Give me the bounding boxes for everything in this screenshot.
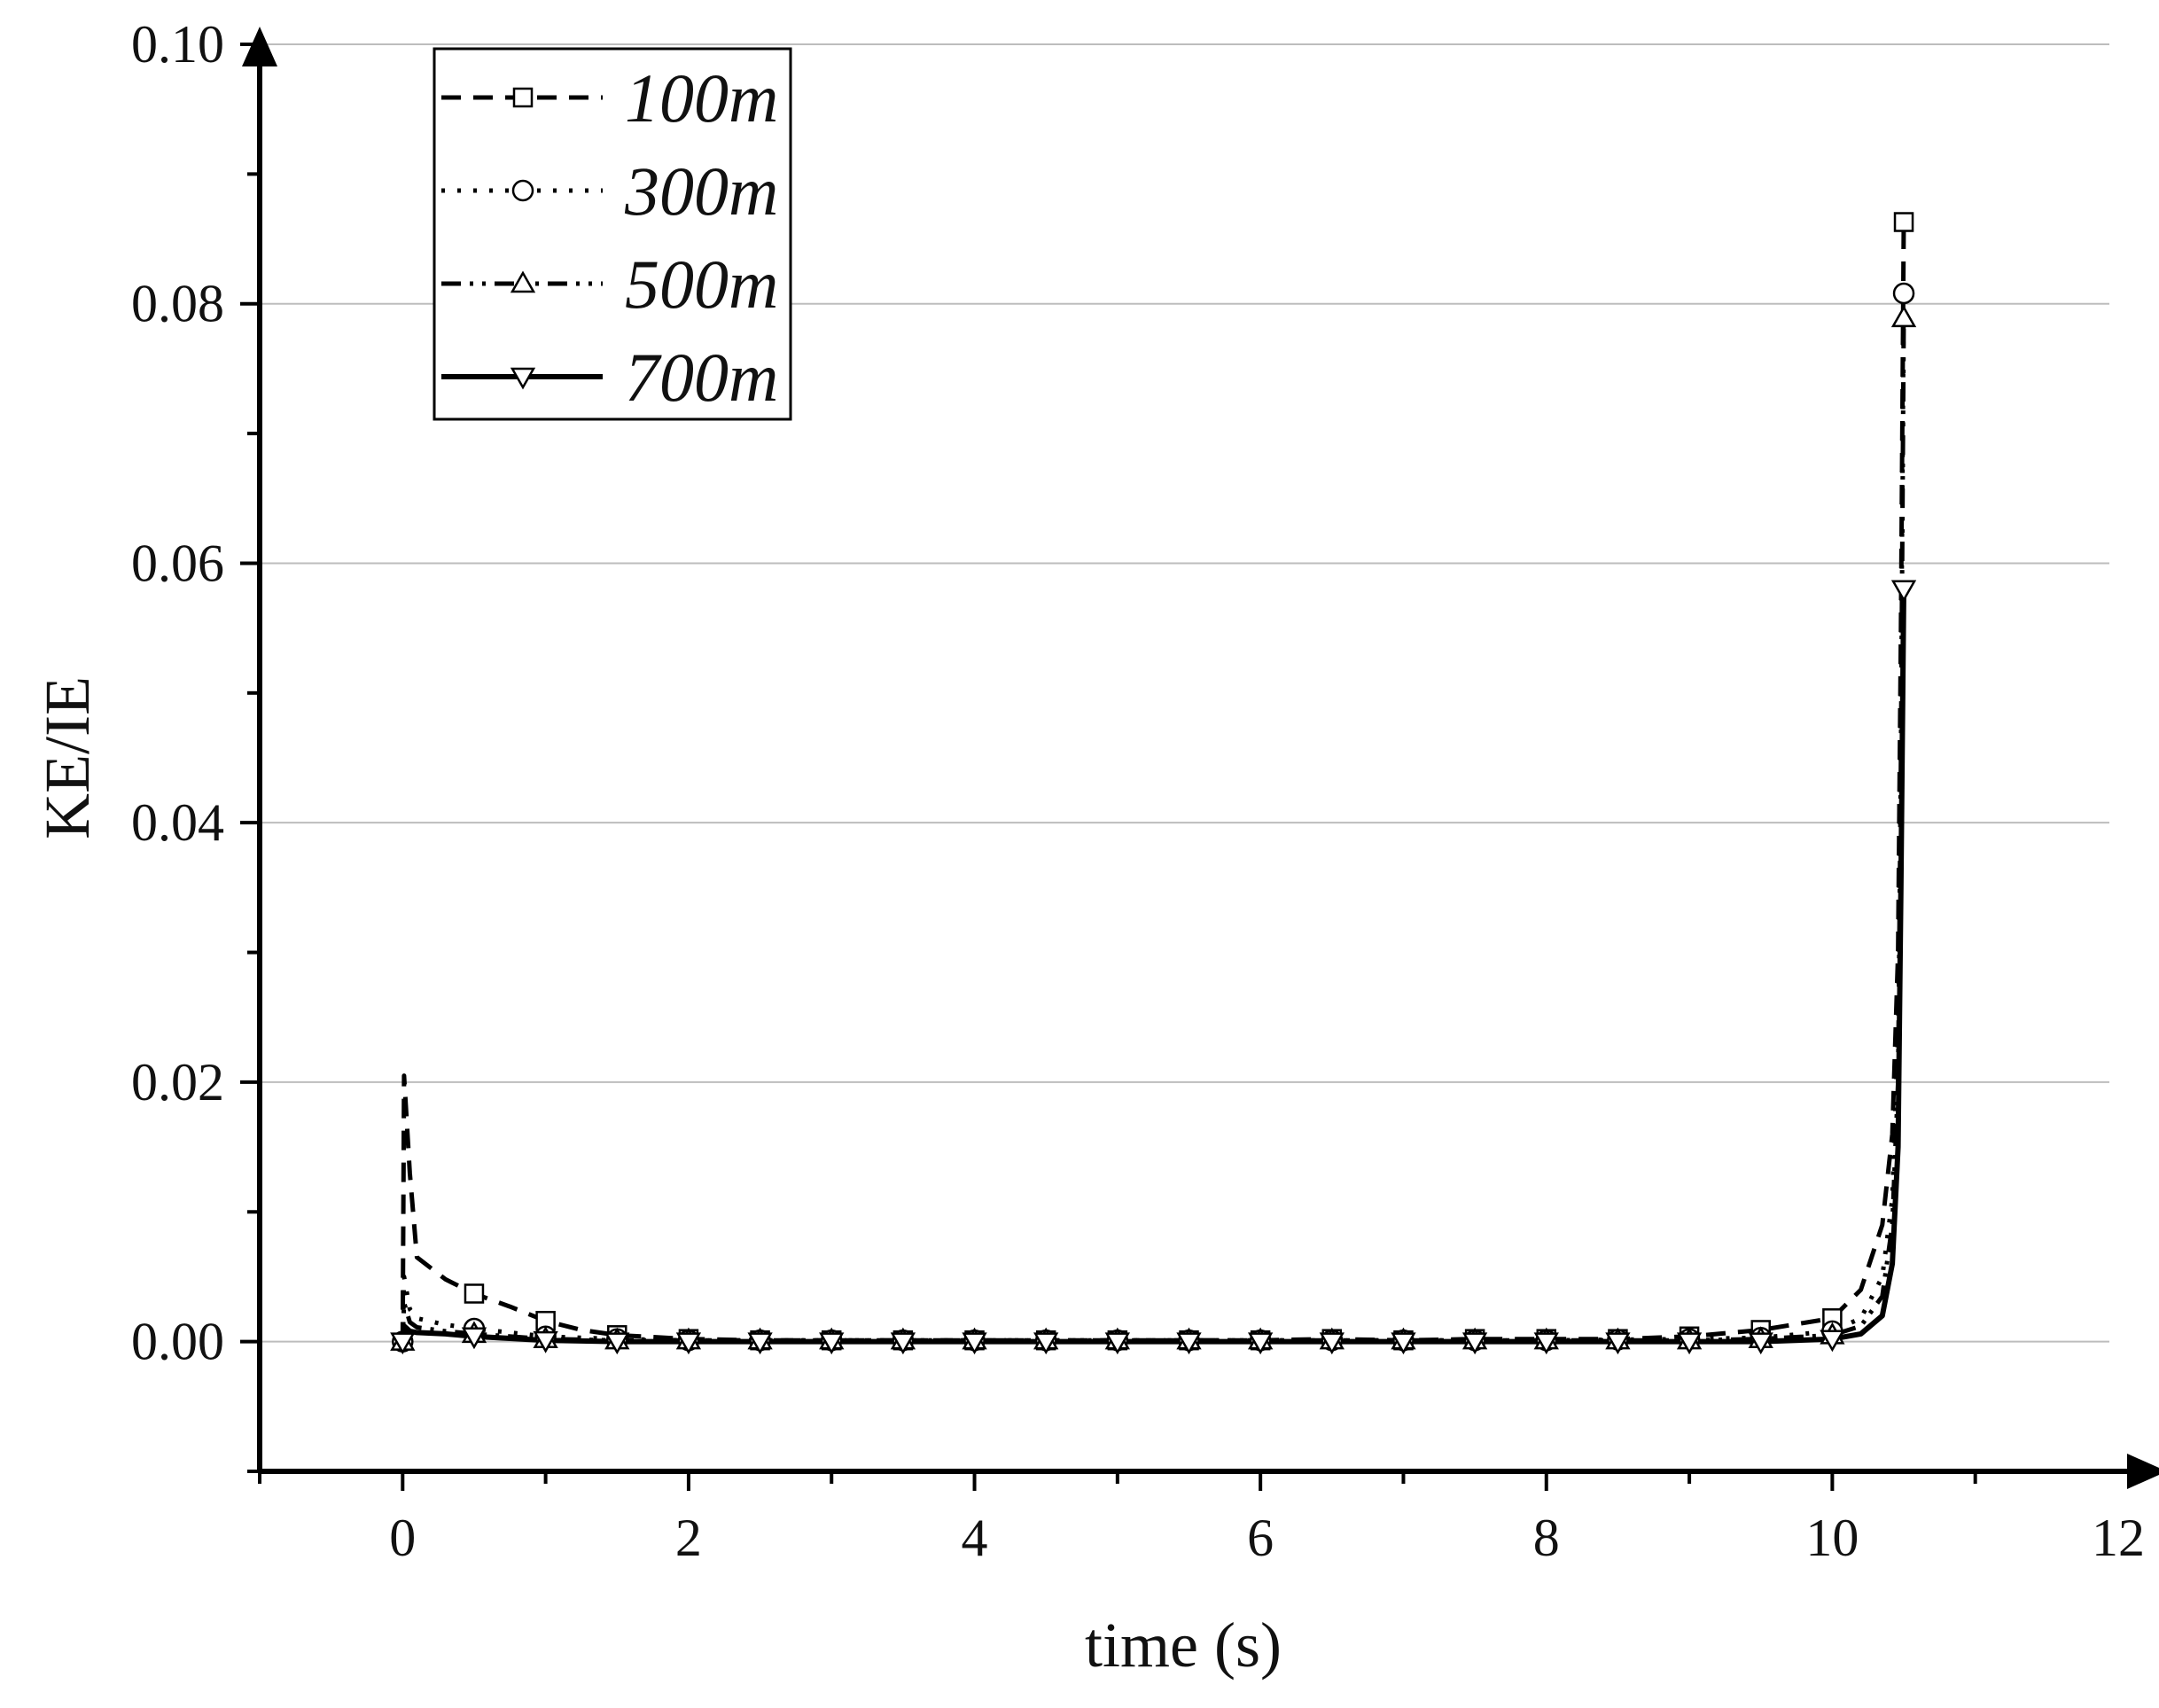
legend-item: 100m bbox=[441, 59, 778, 136]
legend-marker-500m bbox=[510, 270, 536, 293]
data-point-700m bbox=[1033, 1332, 1059, 1355]
data-point-700m bbox=[890, 1332, 916, 1355]
legend-marker-300m bbox=[511, 179, 534, 202]
y-axis-title: KE/IE bbox=[32, 676, 103, 839]
x-tick-label: 0 bbox=[389, 1509, 416, 1567]
data-point-700m bbox=[1319, 1332, 1345, 1355]
data-point-700m bbox=[819, 1332, 845, 1355]
legend-label: 300m bbox=[624, 152, 778, 230]
tick-label-layer: 0 2 4 6 8 10 12 0.00 0.02 0.04 0.06 0.08 0.10 bbox=[131, 15, 2145, 1567]
legend-item: 300m bbox=[441, 152, 778, 230]
data-point-100m bbox=[464, 1283, 485, 1304]
data-point-700m bbox=[533, 1330, 558, 1353]
x-tick-label: 10 bbox=[1805, 1509, 1859, 1567]
legend-label: 700m bbox=[625, 339, 778, 416]
data-point-700m bbox=[747, 1332, 773, 1355]
y-tick-label: 0.10 bbox=[131, 15, 224, 74]
series-layer bbox=[390, 212, 1917, 1355]
x-axis-arrow bbox=[2127, 1454, 2159, 1489]
legend: 100m 300m 500m 700m bbox=[433, 47, 792, 421]
x-tick-label: 12 bbox=[2092, 1509, 2145, 1567]
y-tick-label: 0.06 bbox=[131, 534, 224, 592]
series-markers-500m bbox=[390, 305, 1917, 1351]
data-point-700m bbox=[1533, 1332, 1559, 1355]
series-markers-700m bbox=[390, 580, 1917, 1355]
data-point-500m bbox=[1890, 305, 1917, 328]
x-tick-label: 4 bbox=[962, 1509, 988, 1567]
data-point-300m bbox=[1892, 282, 1915, 305]
legend-label: 100m bbox=[625, 59, 778, 136]
y-tick-label: 0.08 bbox=[131, 275, 224, 333]
legend-item: 700m bbox=[441, 339, 778, 416]
data-point-700m bbox=[461, 1327, 487, 1350]
data-point-700m bbox=[1391, 1332, 1416, 1355]
data-point-700m bbox=[1461, 1332, 1488, 1355]
data-point-700m bbox=[962, 1332, 987, 1355]
x-tick-label: 6 bbox=[1247, 1509, 1274, 1567]
data-point-700m bbox=[1605, 1332, 1631, 1355]
data-point-700m bbox=[1176, 1332, 1202, 1355]
series-700m bbox=[400, 589, 1906, 1345]
data-point-700m bbox=[604, 1332, 630, 1355]
y-tick-label: 0.04 bbox=[131, 793, 224, 852]
series-300m bbox=[400, 292, 1906, 1343]
series-markers-300m bbox=[392, 282, 1915, 1353]
data-point-700m bbox=[1104, 1332, 1131, 1355]
legend-box bbox=[433, 47, 792, 421]
data-point-700m bbox=[1890, 580, 1917, 603]
y-tick-label: 0.02 bbox=[131, 1053, 224, 1111]
data-point-700m bbox=[390, 1332, 416, 1355]
x-tick-label: 2 bbox=[675, 1509, 702, 1567]
series-line-500m bbox=[400, 317, 1906, 1343]
data-point-700m bbox=[1748, 1332, 1773, 1355]
data-point-100m bbox=[1893, 212, 1914, 232]
x-axis-title: time (s) bbox=[1085, 1610, 1282, 1681]
series-500m bbox=[400, 317, 1906, 1343]
data-point-700m bbox=[1247, 1332, 1274, 1355]
data-point-700m bbox=[1676, 1332, 1703, 1355]
y-axis-arrow bbox=[242, 27, 277, 66]
legend-item: 500m bbox=[441, 246, 778, 323]
x-tick-label: 8 bbox=[1533, 1509, 1560, 1567]
series-line-700m bbox=[400, 589, 1906, 1345]
axes-layer bbox=[240, 27, 2159, 1491]
legend-marker-700m bbox=[510, 367, 536, 390]
series-line-300m bbox=[400, 292, 1906, 1343]
legend-label: 500m bbox=[625, 246, 778, 323]
legend-marker-100m bbox=[512, 87, 534, 108]
data-point-700m bbox=[675, 1332, 702, 1355]
y-tick-label: 0.00 bbox=[131, 1313, 224, 1371]
data-point-700m bbox=[1820, 1330, 1845, 1353]
